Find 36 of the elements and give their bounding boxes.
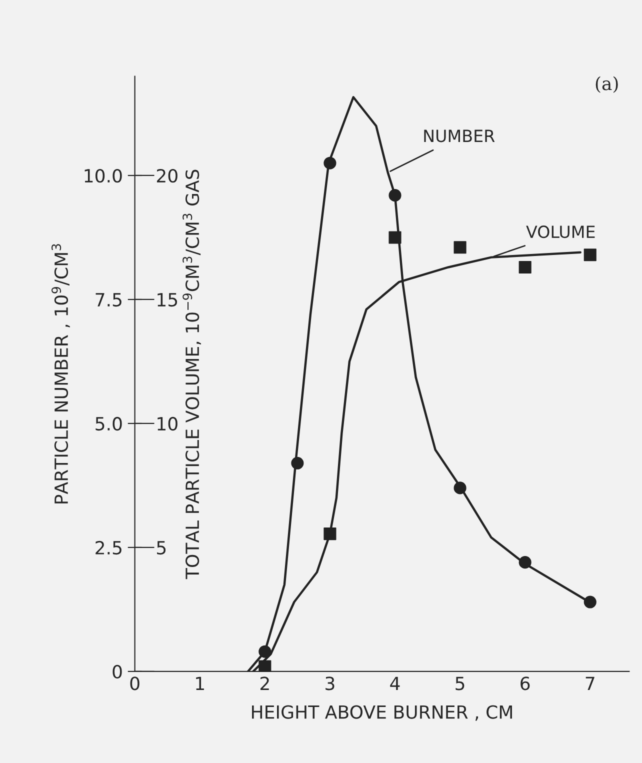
point bbox=[454, 482, 466, 494]
x-tick-label: 0 bbox=[130, 676, 140, 690]
y-tick-label: 2.5 bbox=[96, 540, 122, 555]
x-tick-label: 2 bbox=[260, 676, 269, 690]
point bbox=[388, 231, 402, 244]
x-tick-label: 4 bbox=[390, 676, 400, 690]
y2-tick-label: 10 bbox=[158, 416, 178, 431]
point bbox=[388, 189, 402, 202]
x-axis-title: HEIGHT ABOVE BURNER , CM bbox=[252, 705, 512, 721]
y2-tick-label: 20 bbox=[156, 168, 178, 183]
x-tick-label: 5 bbox=[456, 676, 464, 690]
point bbox=[291, 456, 304, 470]
point bbox=[324, 156, 336, 170]
y-tick-label: 5.0 bbox=[96, 416, 122, 431]
annotation: VOLUME bbox=[526, 226, 595, 238]
point bbox=[454, 241, 466, 254]
y2-tick-label: 5 bbox=[157, 541, 166, 555]
annotation: (a) bbox=[596, 76, 618, 93]
point bbox=[584, 248, 596, 262]
point bbox=[518, 556, 532, 569]
y2-tick-label: 15 bbox=[158, 293, 178, 307]
x-tick-label: 6 bbox=[520, 676, 530, 690]
y2-axis-title: TOTAL PARTICLE VOLUME, 10$^{−9}$CM$^{3}$/CM$^{3}$ GAS bbox=[182, 170, 201, 580]
y-axis-title: PARTICLE NUMBER , 10$^{9}$/CM$^{3}$ bbox=[52, 244, 70, 504]
y-tick-label: 7.5 bbox=[96, 293, 122, 307]
y-tick-label: 10.0 bbox=[84, 168, 122, 183]
x-tick-label: 7 bbox=[586, 676, 594, 690]
point bbox=[584, 596, 596, 608]
y-tick-label: 0 bbox=[112, 664, 122, 679]
point bbox=[258, 645, 272, 658]
point bbox=[518, 260, 532, 274]
x-tick-label: 3 bbox=[326, 676, 334, 690]
annotation: NUMBER bbox=[424, 130, 495, 142]
point bbox=[258, 660, 272, 672]
x-tick-label: 1 bbox=[196, 676, 204, 690]
point bbox=[324, 528, 336, 540]
